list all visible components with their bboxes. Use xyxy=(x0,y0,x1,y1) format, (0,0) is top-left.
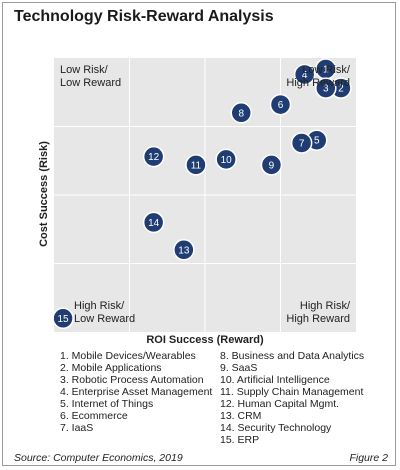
point-label: 7 xyxy=(299,138,305,149)
chart-title: Technology Risk-Reward Analysis xyxy=(14,8,274,25)
legend-item: 7. IaaS xyxy=(60,422,94,434)
point-marker xyxy=(142,145,165,168)
x-axis-label: ROI Success (Reward) xyxy=(146,334,264,346)
point-marker xyxy=(290,132,313,154)
quadrant-label-top-left: Low Risk/ Low Reward xyxy=(60,64,121,90)
data-point-12: 12 xyxy=(142,145,165,168)
point-label: 11 xyxy=(191,160,202,171)
data-point-15: 15 xyxy=(54,307,74,330)
point-label: 1 xyxy=(323,64,329,75)
data-point-8: 8 xyxy=(230,102,252,124)
quadrant-label-line: High Reward xyxy=(286,313,350,325)
point-label: 9 xyxy=(269,160,275,171)
data-point-14: 14 xyxy=(142,211,165,234)
legend-item: 8. Business and Data Analytics xyxy=(220,350,365,362)
legend-column-2: 8. Business and Data Analytics 9. SaaS 1… xyxy=(220,350,364,446)
data-point-6: 6 xyxy=(269,93,292,116)
legend-column-1: 1. Mobile Devices/Wearables 2. Mobile Ap… xyxy=(60,350,212,434)
legend-item: 15. ERP xyxy=(220,434,260,446)
point-marker xyxy=(185,154,207,176)
legend-item: 9. SaaS xyxy=(220,362,258,374)
point-marker xyxy=(142,211,165,234)
data-point-4: 4 xyxy=(293,63,316,86)
data-point-7: 7 xyxy=(290,132,313,154)
legend-item: 10. Artificial Intelligence xyxy=(220,374,330,386)
source-note: Source: Computer Economics, 2019 xyxy=(14,452,183,464)
legend-item: 14. Security Technology xyxy=(220,422,332,434)
data-point-11: 11 xyxy=(185,154,207,176)
legend-item: 1. Mobile Devices/Wearables xyxy=(60,350,196,362)
legend-item: 5. Internet of Things xyxy=(60,398,154,410)
point-label: 6 xyxy=(278,100,284,111)
point-marker xyxy=(230,102,252,124)
legend-item: 3. Robotic Process Automation xyxy=(60,374,204,386)
point-label: 12 xyxy=(148,152,160,163)
point-marker xyxy=(269,93,292,116)
point-label: 15 xyxy=(57,314,69,325)
legend-item: 11. Supply Chain Management xyxy=(220,386,364,398)
quadrant-label-bottom-left: High Risk/ Low Reward xyxy=(74,300,135,326)
quadrant-label-line: Low Risk/ xyxy=(302,64,350,76)
point-label: 10 xyxy=(221,155,233,166)
point-marker xyxy=(54,307,74,330)
quadrant-label-line: Low Risk/ xyxy=(60,64,108,76)
quadrant-label-top-right: Low Risk/ High Reward xyxy=(286,64,350,90)
legend-item: 13. CRM xyxy=(220,410,262,422)
point-label: 13 xyxy=(178,245,190,256)
legend-item: 2. Mobile Applications xyxy=(60,362,162,374)
figure-number: Figure 2 xyxy=(349,452,388,464)
y-axis-label: Cost Success (Risk) xyxy=(38,141,50,247)
point-marker xyxy=(293,63,316,86)
quadrant-label-line: High Risk/ xyxy=(299,300,350,312)
data-point-9: 9 xyxy=(260,154,283,176)
point-label: 14 xyxy=(148,218,160,229)
data-point-10: 10 xyxy=(215,148,237,171)
data-point-3: 3 xyxy=(315,77,337,99)
quadrant-label-bottom-right: High Risk/ High Reward xyxy=(286,300,350,326)
plot-area: 1 2 3 4 5 6 7 8 9 10 11 12 13 14 15 Low Risk/ Low Rewa… xyxy=(54,58,356,332)
legend-item: 4. Enterprise Asset Management xyxy=(60,386,213,398)
point-marker xyxy=(315,77,337,99)
point-label: 5 xyxy=(314,136,320,147)
data-point-13: 13 xyxy=(173,239,195,261)
point-label: 3 xyxy=(323,84,329,95)
quadrant-label-line: High Risk/ xyxy=(74,300,125,312)
point-label: 2 xyxy=(338,84,344,95)
point-label: 8 xyxy=(238,108,244,119)
legend-item: 6. Ecommerce xyxy=(60,410,128,422)
point-label: 4 xyxy=(302,70,308,81)
point-marker xyxy=(215,148,237,171)
quadrant-label-line: Low Reward xyxy=(60,77,122,89)
legend-item: 12. Human Capital Mgmt. xyxy=(220,398,340,410)
point-marker xyxy=(173,239,195,261)
quadrant-label-line: Low Reward xyxy=(74,313,136,325)
quadrant-label-line: High Reward xyxy=(286,77,350,89)
point-marker xyxy=(260,154,283,176)
